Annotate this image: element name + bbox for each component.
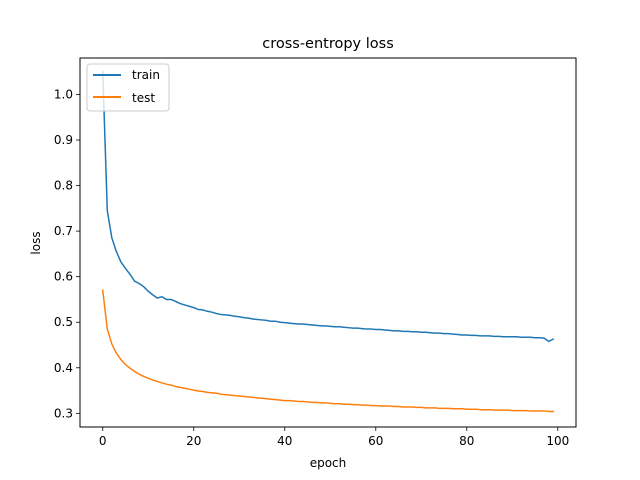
y-tick-label: 0.9 xyxy=(54,133,73,147)
axis-ticks: 0 20 40 60 80 100 0.3 0.4 0.5 0.6 0.7 0.8 0.9 1.0 xyxy=(54,87,569,448)
y-tick-label: 0.4 xyxy=(54,361,73,375)
plot-frame xyxy=(79,57,577,428)
x-tick-label: 80 xyxy=(459,434,474,448)
x-tick-label: 0 xyxy=(99,434,107,448)
y-tick-label: 0.7 xyxy=(54,224,73,238)
y-tick-label: 0.8 xyxy=(54,179,73,193)
y-axis-label: loss xyxy=(29,231,43,254)
legend-label-test: test xyxy=(132,91,155,105)
x-axis-label: epoch xyxy=(310,456,347,470)
legend: train test xyxy=(86,63,170,112)
legend-label-train: train xyxy=(132,68,160,82)
y-tick-label: 0.3 xyxy=(54,406,73,420)
y-tick-label: 0.5 xyxy=(54,315,73,329)
x-tick-label: 20 xyxy=(186,434,201,448)
x-tick-label: 40 xyxy=(277,434,292,448)
series-line-test xyxy=(101,289,554,413)
y-tick-label: 1.0 xyxy=(54,87,73,101)
y-tick-label: 0.6 xyxy=(54,270,73,284)
series-line-train xyxy=(101,70,555,343)
chart-title: cross-entropy loss xyxy=(262,36,394,52)
x-tick-label: 100 xyxy=(546,434,569,448)
x-tick-label: 60 xyxy=(368,434,383,448)
plot-area xyxy=(101,70,555,413)
